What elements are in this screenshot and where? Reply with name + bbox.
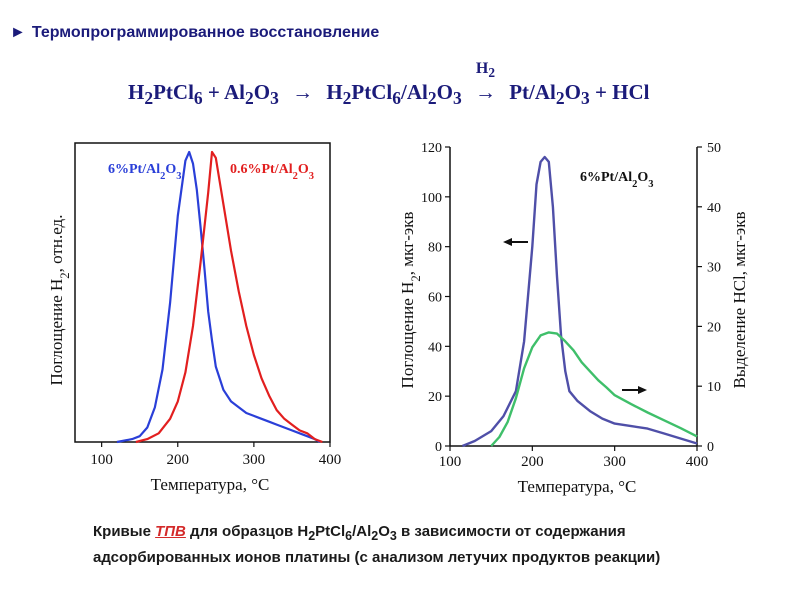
right-y2-tick-label: 10: [707, 380, 721, 395]
left-series-line-0: [116, 150, 321, 444]
arrow-with-label: H2 →: [474, 60, 496, 104]
equation-reactant1: H2PtCl6: [128, 80, 203, 109]
right-series-line-0: [461, 155, 698, 448]
right-y-axis-label: Поглощение H2, мкг-экв: [398, 212, 423, 389]
left-legend-label-1: 0.6%Pt/Al2O3: [230, 162, 314, 182]
left-axis-arrowhead-icon: [503, 238, 512, 246]
right-axis-arrowhead-icon: [638, 386, 647, 394]
right-y2-tick-label: 50: [707, 141, 721, 156]
right-y2-tick-label: 30: [707, 261, 721, 276]
right-y2-axis-label: Выделение HCl, мкг-экв: [730, 211, 749, 388]
right-series-line-1: [490, 331, 698, 447]
left-x-tick-label: 200: [167, 452, 190, 468]
right-y-tick-label: 0: [435, 440, 442, 455]
right-y-tick-label: 80: [428, 241, 442, 256]
right-x-tick-label: 100: [439, 454, 462, 470]
arrow-icon: →: [292, 80, 314, 104]
caption-part1: Кривые: [93, 523, 156, 540]
caption-part2: для образцов H2PtCl6/Al2O3 в зависимости…: [185, 523, 626, 543]
left-y-axis-label: Поглощение H2, отн.ед.: [47, 215, 72, 386]
right-y-tick-label: 120: [421, 141, 442, 156]
arrow-label: H2: [475, 60, 495, 81]
equation-plus1: +: [207, 80, 220, 104]
equation-plus2: +: [594, 80, 607, 104]
page-title: ► Термопрограммированное восстановление: [10, 24, 379, 42]
equation-reactant2: Al2O3: [223, 80, 279, 109]
caption-line2: адсорбированных ионов платины (с анализо…: [93, 549, 661, 566]
left-series-line-1: [135, 150, 323, 444]
figure-caption: Кривые ТПВ для образцов H2PtCl6/Al2O3 в …: [93, 521, 660, 569]
caption-line1: Кривые ТПВ для образцов H2PtCl6/Al2O3 в …: [93, 521, 660, 547]
left-x-axis-label: Температура, °С: [151, 475, 270, 494]
right-x-tick-label: 300: [603, 454, 626, 470]
triangle-right-icon: ►: [10, 24, 26, 41]
right-y2-tick-label: 20: [707, 320, 721, 335]
left-plot-frame: [74, 142, 331, 443]
right-x-tick-label: 200: [521, 454, 544, 470]
left-x-tick-label: 100: [90, 452, 113, 468]
reaction-equation: H2PtCl6 + Al2O3 → H2PtCl6/Al2O3 H2 → Pt/A…: [128, 60, 650, 109]
equation-product2: HCl: [612, 80, 650, 104]
right-y-tick-label: 20: [428, 390, 442, 405]
left-x-tick-label: 300: [243, 452, 266, 468]
caption-highlight: ТПВ: [155, 523, 186, 540]
right-series-label: 6%Pt/Al2O3: [580, 170, 654, 190]
page-title-text: Термопрограммированное восстановление: [31, 24, 380, 41]
equation-product1: Pt/Al2O3: [509, 80, 590, 109]
right-y-tick-label: 100: [421, 191, 442, 206]
left-x-tick-label: 400: [319, 452, 342, 468]
right-y-tick-label: 40: [428, 340, 442, 355]
equation-intermediate: H2PtCl6/Al2O3: [326, 80, 462, 109]
right-x-axis-label: Температура, °С: [518, 477, 637, 496]
right-x-tick-label: 400: [686, 454, 709, 470]
right-y2-tick-label: 40: [707, 201, 721, 216]
right-y-tick-label: 60: [428, 291, 442, 306]
right-y2-tick-label: 0: [707, 440, 714, 455]
left-legend-label-0: 6%Pt/Al2O3: [108, 162, 182, 182]
